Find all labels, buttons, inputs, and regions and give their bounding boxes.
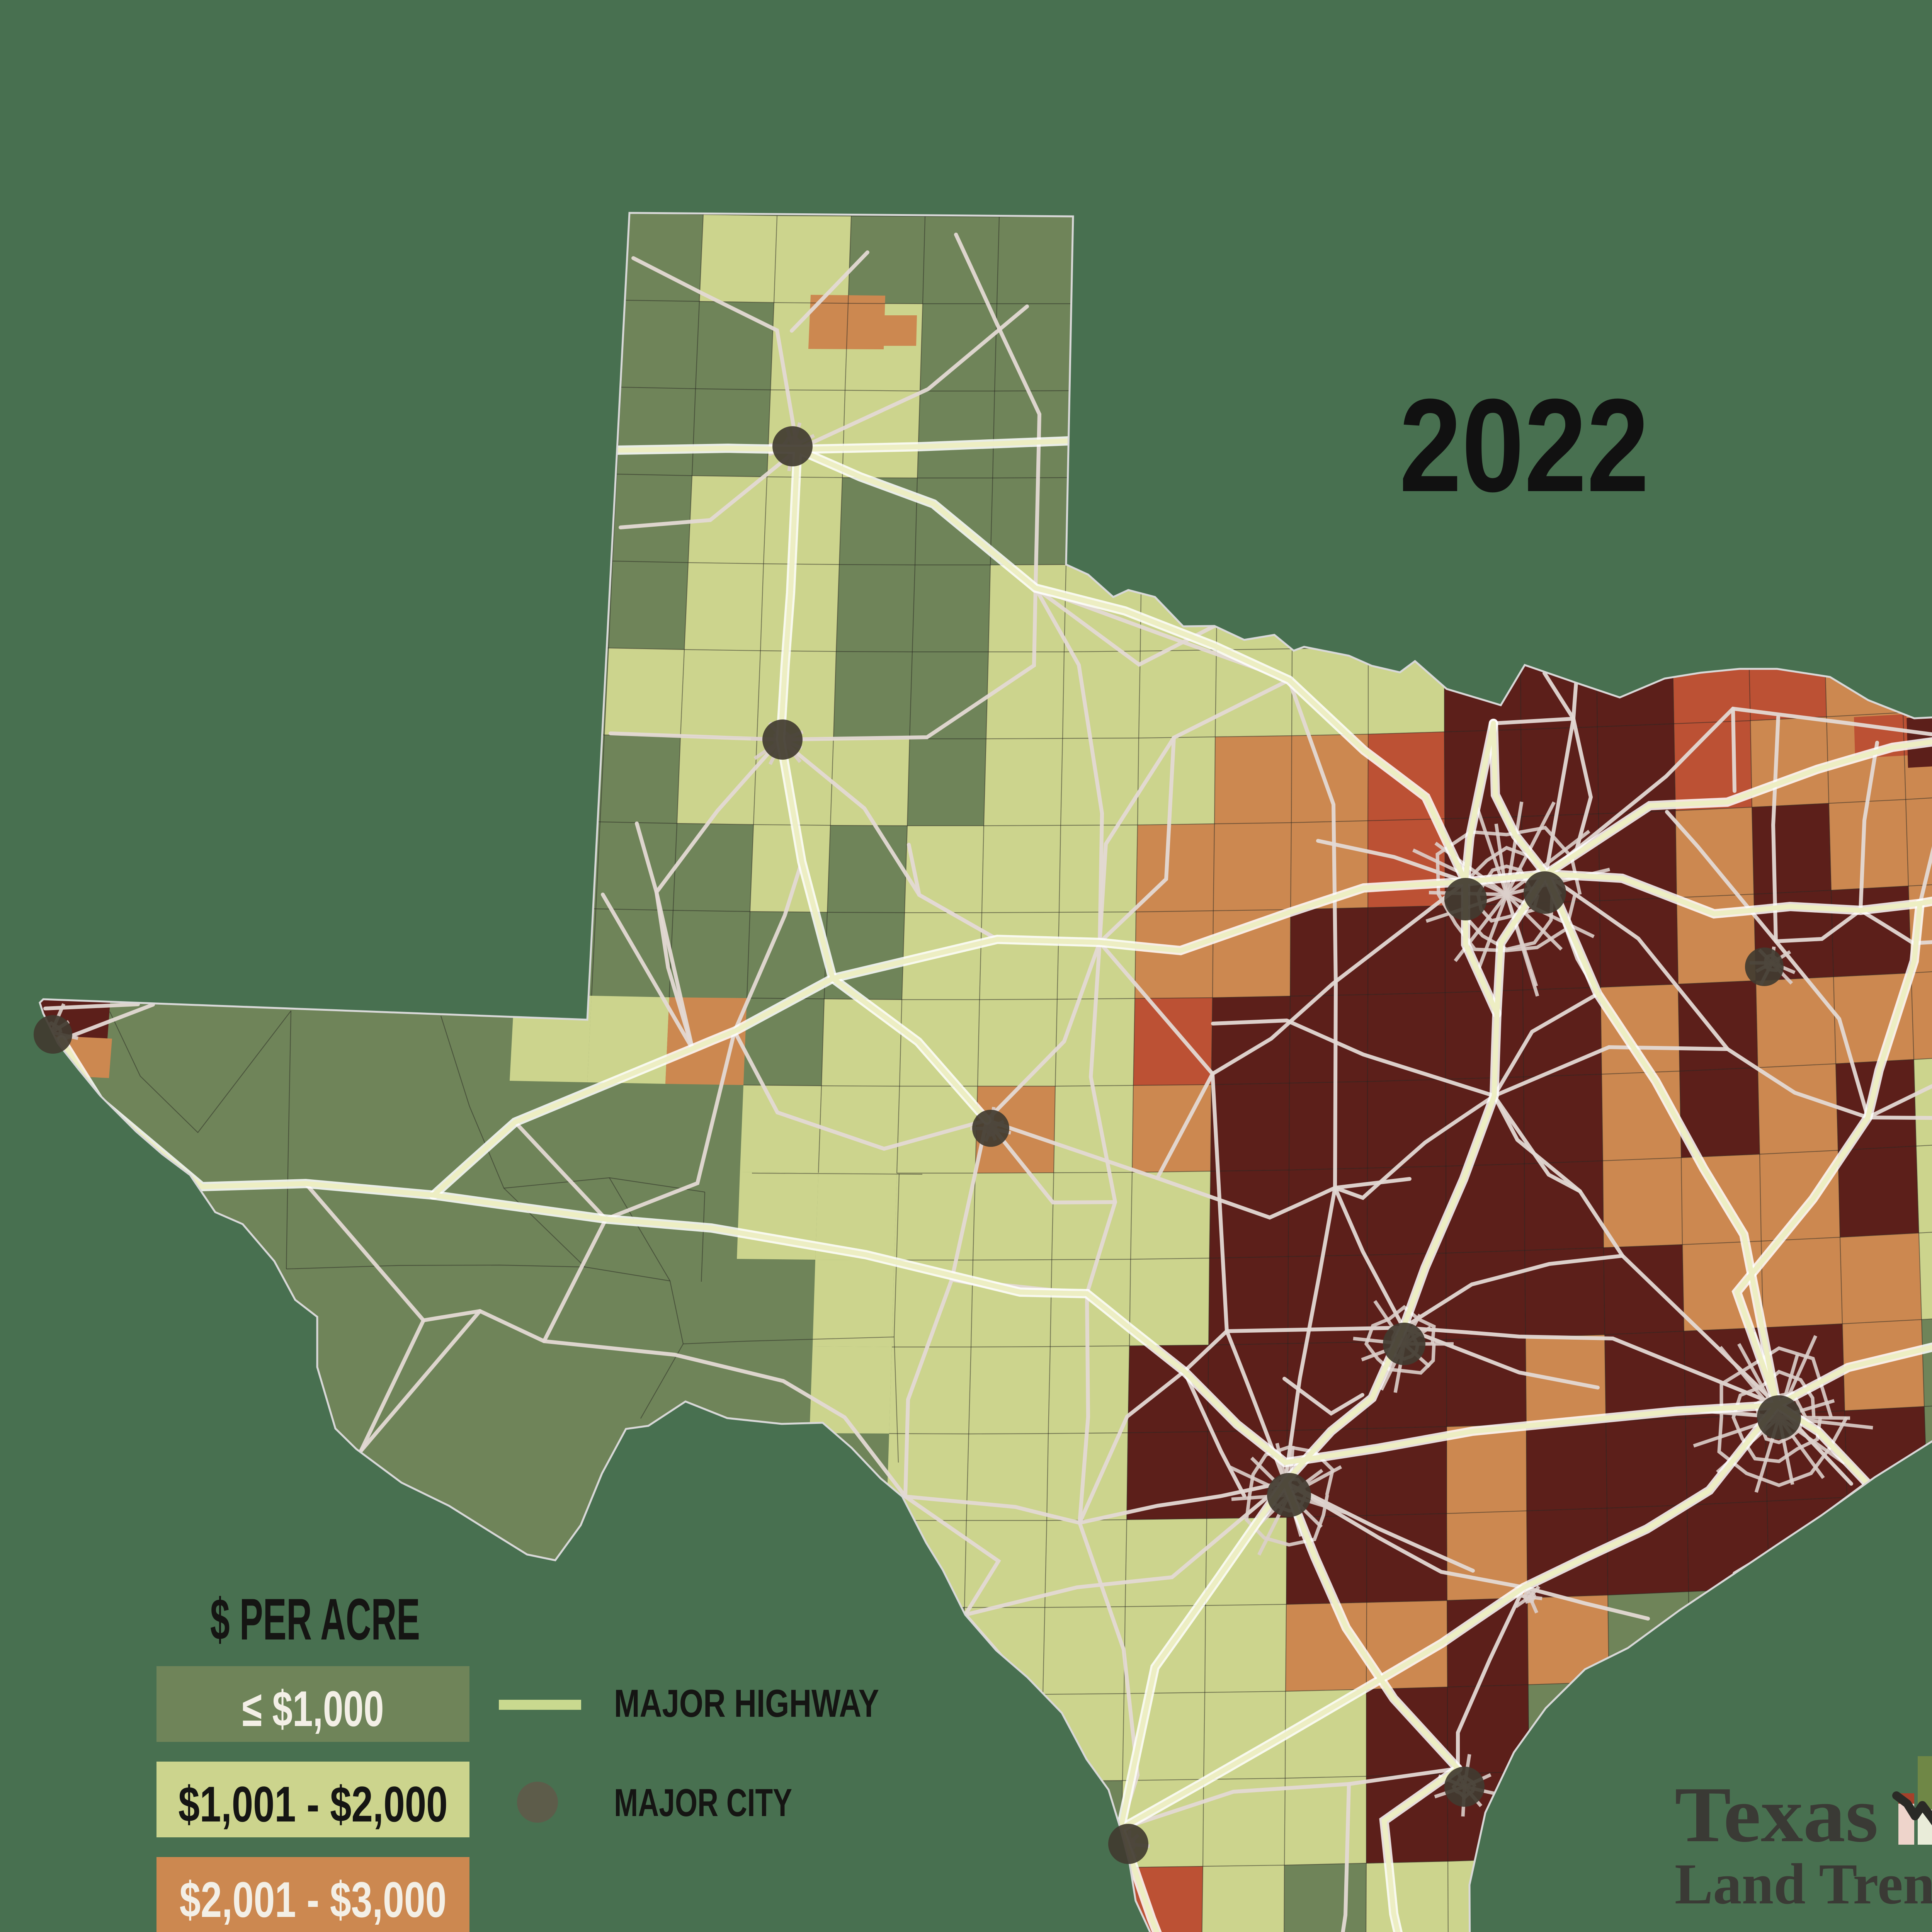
svg-text:Texas: Texas: [1675, 1771, 1878, 1859]
svg-text:$2,001 - $3,000: $2,001 - $3,000: [180, 1871, 447, 1928]
svg-text:$ PER ACRE: $ PER ACRE: [210, 1587, 420, 1652]
svg-text:2022: 2022: [1399, 371, 1649, 519]
svg-text:≤ $1,000: ≤ $1,000: [242, 1680, 384, 1737]
svg-text:MAJOR CITY: MAJOR CITY: [614, 1781, 792, 1825]
svg-text:$1,001 - $2,000: $1,001 - $2,000: [179, 1776, 448, 1832]
svg-text:Land Trends: Land Trends: [1675, 1852, 1932, 1916]
svg-text:MAJOR HIGHWAY: MAJOR HIGHWAY: [614, 1682, 879, 1725]
